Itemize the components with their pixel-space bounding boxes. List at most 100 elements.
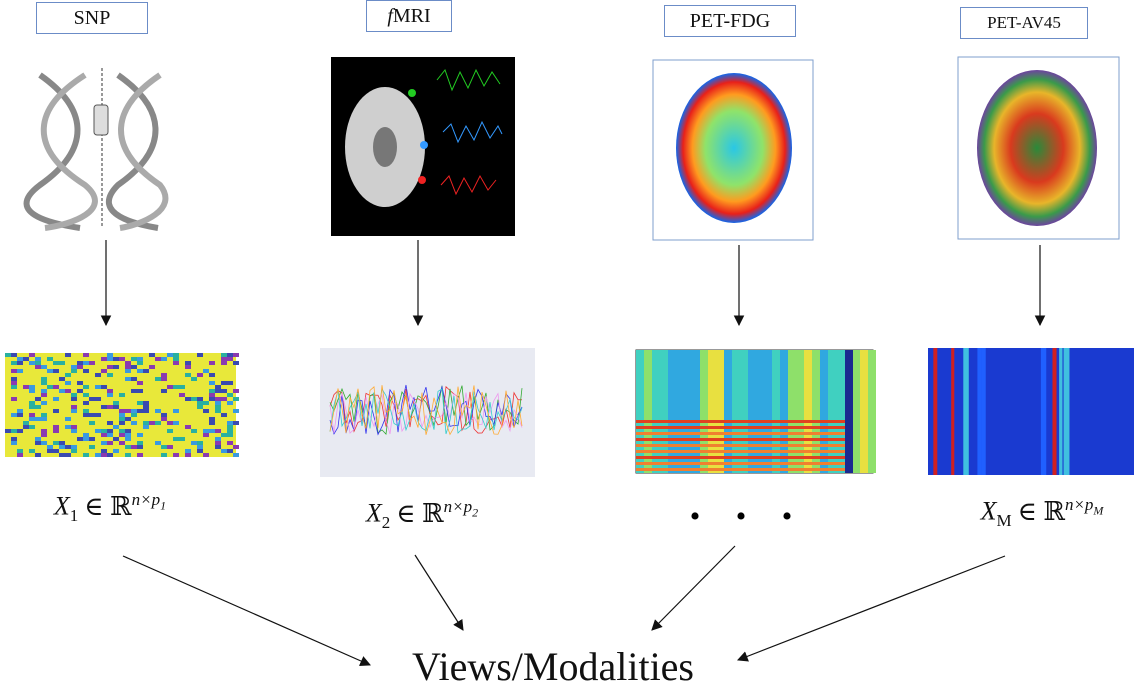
matrix-cell [101,453,107,457]
matrix-cell [65,389,71,393]
matrix-cell [233,397,239,401]
formula-exp-sub: M [1093,503,1103,517]
matrix-cell [143,357,149,361]
matrix-cell [812,350,820,473]
matrix-cell [756,350,764,473]
matrix-cell [221,365,227,369]
matrix-cell [11,429,17,433]
formula-exp-sub: 2 [472,505,478,519]
formula-exp-text: n×p [1065,495,1093,514]
matrix-cell [221,449,227,453]
matrix-cell [149,437,155,441]
formula-exp-text: n×p [132,490,160,509]
matrix-cell [125,369,131,373]
matrix-cell [203,453,209,457]
modality-label: PET-FDG [664,5,796,37]
matrix-cell [35,357,41,361]
pet-av45-illustration [958,57,1119,239]
matrix-cell [828,350,836,473]
matrix-cell [191,401,197,405]
matrix-cell [113,405,119,409]
matrix-cell [227,353,233,357]
matrix-cell [125,437,131,441]
matrix-cell [179,381,185,385]
matrix-cell [41,433,47,437]
matrix-cell [951,348,954,475]
matrix-cell [131,413,137,417]
matrix-cell [143,401,149,405]
matrix-cell [29,353,35,357]
matrix-cell [137,433,143,437]
matrix-cell [221,361,227,365]
matrix-cell [167,421,173,425]
matrix-cell [59,373,65,377]
matrix-cell [191,409,197,413]
matrix-cell [101,433,107,437]
matrix-cell [636,426,846,429]
matrix-cell [107,389,113,393]
matrix-cell [47,449,53,453]
matrix-cell [35,381,41,385]
formula-sub: 1 [70,506,79,525]
matrix-cell [149,353,155,357]
matrix-cell [95,397,101,401]
matrix-cell [185,365,191,369]
matrix-cell [227,433,233,437]
matrix-cell [53,361,59,365]
matrix-cell [652,350,660,473]
matrix-cell [167,353,173,357]
matrix-cell [708,350,716,473]
matrix-cell [191,441,197,445]
matrix-cell [119,429,125,433]
matrix-cell [35,405,41,409]
matrix-cell [155,417,161,421]
matrix-cell [209,421,215,425]
matrix-cell [215,429,221,433]
matrix-cell [852,350,860,473]
formula-exp-sub: 1 [160,498,166,512]
matrix-cell [131,409,137,413]
matrix-cell [203,401,209,405]
formula-rel: ∈ ℝ [396,499,443,528]
matrix-cell [35,441,41,445]
matrix-cell [47,369,53,373]
matrix-cell [137,381,143,385]
matrix-cell [83,433,89,437]
matrix-cell [185,425,191,429]
matrix-cell [95,413,101,417]
matrix-cell [35,417,41,421]
matrix-cell [113,365,119,369]
matrix-cell [125,429,131,433]
matrix-cell [161,453,167,457]
matrix-cell [197,449,203,453]
matrix-cell [89,445,95,449]
matrix-cell [83,393,89,397]
matrix-cell [59,381,65,385]
matrix-cell [35,361,41,365]
matrix-cell [215,401,221,405]
matrix-cell [203,369,209,373]
matrix-cell [47,357,53,361]
matrix-cell [113,437,119,441]
matrix-cell [29,445,35,449]
formula: XM∈ ℝn×pM [981,495,1104,531]
matrix-cell [71,425,77,429]
matrix-cell [227,373,233,377]
matrix-cell [107,357,113,361]
matrix-cell [47,385,53,389]
matrix-cell [209,389,215,393]
matrix-cell [41,365,47,369]
matrix-cell [125,365,131,369]
matrix-cell [113,377,119,381]
matrix-cell [740,350,748,473]
matrix-cell [23,421,29,425]
matrix-cell [107,433,113,437]
matrix-cell [5,385,11,389]
matrix-cell [119,453,125,457]
matrix-cell [191,397,197,401]
matrix-cell [71,429,77,433]
matrix-cell [764,350,772,473]
matrix-cell [29,425,35,429]
matrix-cell [119,413,125,417]
matrix-cell [125,377,131,381]
